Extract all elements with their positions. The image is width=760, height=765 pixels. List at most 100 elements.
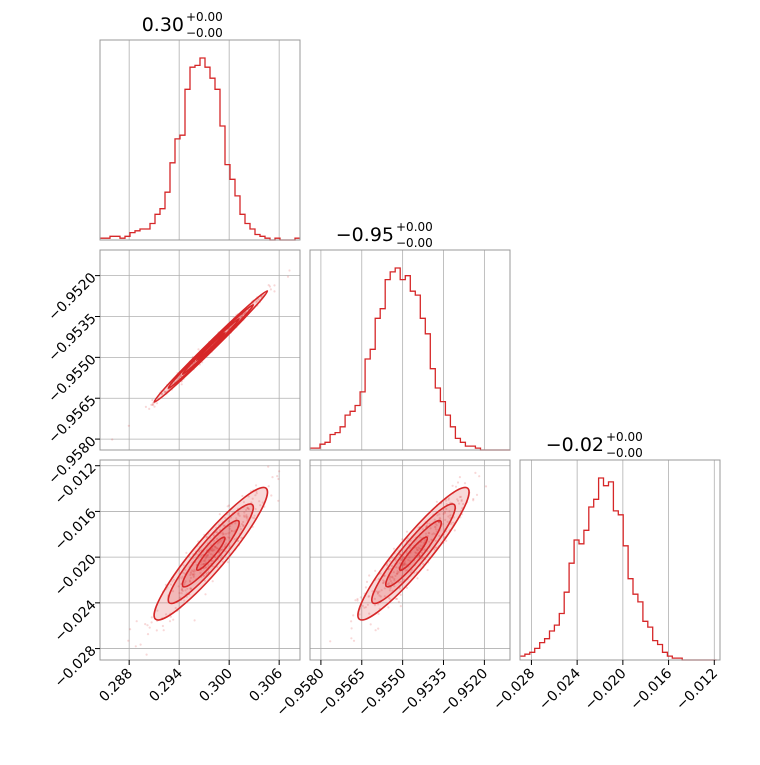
sample-point — [434, 546, 437, 549]
sample-point — [420, 540, 423, 544]
sample-point — [193, 570, 196, 573]
sample-point — [255, 490, 258, 493]
sample-point — [276, 475, 279, 478]
sample-point — [253, 514, 256, 517]
sample-point — [402, 578, 405, 581]
sample-point — [211, 549, 214, 552]
panel-title-upper-error: +0.00 — [396, 220, 433, 234]
sample-point — [378, 590, 381, 593]
sample-point — [156, 609, 159, 612]
sample-point — [435, 500, 438, 503]
sample-point — [202, 563, 205, 566]
sample-point — [273, 290, 276, 293]
sample-point — [416, 577, 419, 580]
sample-point — [366, 603, 369, 606]
sample-point — [376, 590, 379, 593]
sample-point — [380, 589, 383, 592]
sample-point — [161, 393, 164, 396]
sample-point — [202, 559, 205, 562]
sample-point — [381, 581, 384, 585]
sample-point — [189, 587, 192, 590]
sample-point — [211, 559, 214, 563]
sample-point — [474, 471, 477, 474]
sample-point — [215, 530, 218, 533]
sample-point — [261, 501, 264, 504]
sample-point — [414, 551, 417, 554]
sample-point — [189, 580, 192, 583]
sample-point — [255, 300, 258, 303]
sample-point — [267, 485, 270, 488]
sample-point — [399, 593, 402, 597]
sample-point — [199, 554, 202, 557]
sample-point — [383, 595, 386, 598]
sample-point — [256, 298, 260, 301]
sample-point — [191, 573, 194, 576]
sample-point — [397, 571, 400, 574]
sample-point — [277, 499, 280, 502]
sample-point — [206, 554, 209, 557]
sample-point — [255, 484, 258, 487]
sample-point — [397, 600, 400, 603]
pair-panel-1-2 — [309, 459, 511, 661]
sample-point — [226, 505, 229, 508]
sample-point — [451, 484, 454, 487]
sample-point — [448, 510, 451, 513]
sample-point — [286, 275, 290, 278]
hist-panel-1: −0.95 +0.00 −0.00 — [309, 220, 511, 451]
sample-point — [242, 520, 245, 524]
sample-point — [230, 530, 233, 533]
sample-point — [237, 539, 240, 542]
sample-point — [438, 516, 441, 519]
sample-point — [254, 494, 257, 497]
sample-point — [359, 596, 362, 599]
sample-point — [404, 569, 407, 572]
sample-point — [423, 548, 426, 551]
sample-point — [418, 554, 421, 557]
sample-point — [402, 556, 405, 559]
sample-point — [415, 548, 419, 551]
sample-point — [200, 563, 203, 566]
sample-point — [189, 587, 193, 590]
contour-level — [167, 303, 255, 390]
sample-point — [245, 515, 248, 518]
sample-point — [198, 549, 201, 552]
sample-point — [205, 573, 208, 576]
sample-point — [447, 515, 450, 518]
panel-content — [329, 471, 488, 643]
sample-point — [150, 616, 153, 619]
sample-point — [189, 572, 192, 575]
sample-point — [358, 613, 361, 616]
sample-point — [228, 531, 231, 534]
sample-point — [243, 514, 246, 517]
sample-point — [155, 402, 159, 405]
sample-point — [398, 587, 401, 590]
sample-point — [247, 508, 251, 511]
pair-panel-0-1 — [99, 249, 301, 451]
sample-point — [461, 507, 464, 510]
sample-point — [406, 537, 409, 540]
sample-point — [414, 551, 417, 555]
sample-point — [244, 311, 247, 314]
sample-point — [377, 612, 380, 616]
sample-point — [399, 580, 403, 583]
sample-point — [214, 546, 217, 549]
sample-point — [363, 606, 366, 609]
sample-point — [288, 269, 291, 272]
sample-point — [379, 572, 382, 575]
panel-title-value: 0.30 — [142, 14, 184, 36]
sample-point — [459, 495, 463, 498]
sample-point — [189, 576, 192, 580]
sample-point — [227, 532, 230, 535]
sample-point — [377, 627, 380, 630]
sample-point — [453, 529, 456, 532]
panel-title-upper-error: +0.00 — [186, 10, 223, 24]
sample-point — [435, 524, 438, 527]
sample-point — [432, 532, 435, 535]
sample-point — [221, 560, 224, 563]
sample-point — [169, 583, 173, 586]
sample-point — [174, 606, 177, 610]
sample-point — [222, 524, 226, 528]
sample-point — [352, 614, 355, 617]
sample-point — [401, 564, 404, 567]
y-tick-label: −0.024 — [52, 597, 100, 645]
